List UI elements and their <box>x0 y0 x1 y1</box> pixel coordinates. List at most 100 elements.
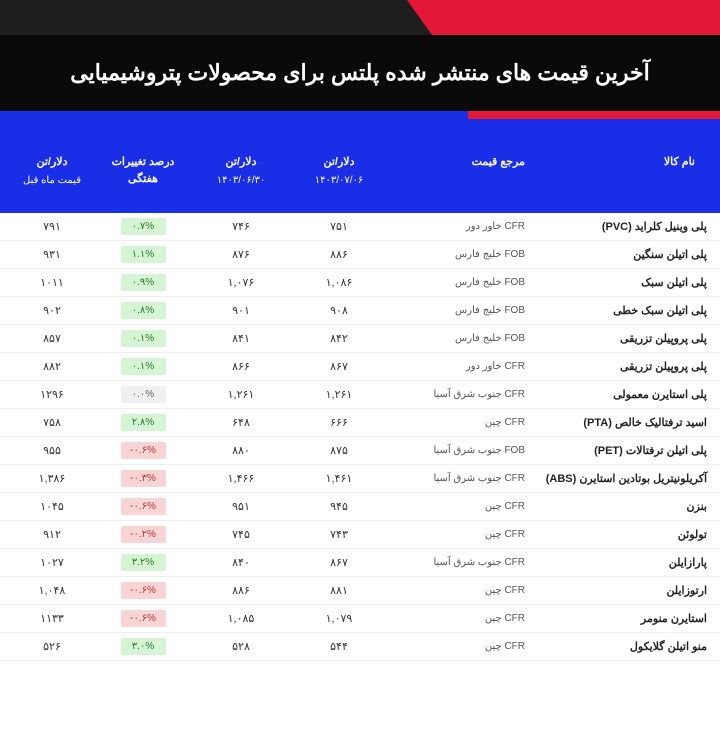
cell-price2: ۱,۰۷۶ <box>192 271 290 294</box>
cell-ref: CFR جنوب شرق آسیا <box>388 468 528 489</box>
cell-price1: ۱,۴۶۱ <box>290 467 388 490</box>
table-row: آکریلونیتریل بوتادین استایرن (ABS)CFR جن… <box>0 465 720 493</box>
table-row: منو اتیلن گلایکولCFR چین۵۴۴۵۲۸۳.۰%۵۲۶ <box>0 633 720 661</box>
cell-month: ۷۹۱ <box>10 215 94 238</box>
cell-ref: CFR جنوب شرق آسیا <box>388 552 528 573</box>
cell-price1: ۱,۲۶۱ <box>290 383 388 406</box>
table-row: اسید ترفتالیک خالص (PTA)CFR چین۶۶۶۶۴۸ ۲.۸… <box>0 409 720 437</box>
change-badge: -۰.۶% <box>121 582 166 599</box>
change-badge: ۲.۸% <box>121 414 166 431</box>
table-row: پلی وینیل کلراید (PVC)CFR خاور دور۷۵۱۷۴۶… <box>0 213 720 241</box>
cell-price1: ۶۶۶ <box>290 411 388 434</box>
cell-price2: ۵۲۸ <box>192 635 290 658</box>
cell-name: پلی وینیل کلراید (PVC) <box>528 215 710 238</box>
header-ref: مرجع قیمت <box>388 149 528 193</box>
cell-change: ۰.۸% <box>94 297 192 324</box>
cell-ref: CFR چین <box>388 412 528 433</box>
cell-price1: ۱,۰۸۶ <box>290 271 388 294</box>
cell-ref: CFR چین <box>388 608 528 629</box>
cell-price2: ۸۴۱ <box>192 327 290 350</box>
cell-ref: FOB جنوب شرق آسیا <box>388 440 528 461</box>
change-badge: ۰.۸% <box>121 302 166 319</box>
cell-price2: ۱,۲۶۱ <box>192 383 290 406</box>
cell-ref: CFR جنوب شرق آسیا <box>388 384 528 405</box>
cell-month: ۷۵۸ <box>10 411 94 434</box>
cell-price1: ۸۷۵ <box>290 439 388 462</box>
cell-name: منو اتیلن گلایکول <box>528 635 710 658</box>
cell-month: ۱,۳۸۶ <box>10 467 94 490</box>
change-badge: ۰.۹% <box>121 274 166 291</box>
change-badge: ۳.۰% <box>121 638 166 655</box>
cell-price1: ۹۰۸ <box>290 299 388 322</box>
header-month: دلار/تن قیمت ماه قبل <box>10 149 94 193</box>
cell-name: استایرن منومر <box>528 607 710 630</box>
change-badge: -۰.۳% <box>121 470 166 487</box>
cell-change: -۰.۶% <box>94 437 192 464</box>
header-price2: دلار/تن ۱۴۰۳/۰۶/۳۰ <box>192 149 290 193</box>
cell-name: پلی پروپیلن تزریقی <box>528 355 710 378</box>
cell-month: ۹۵۵ <box>10 439 94 462</box>
cell-price2: ۹۰۱ <box>192 299 290 322</box>
cell-change: ۲.۸% <box>94 409 192 436</box>
cell-ref: CFR چین <box>388 496 528 517</box>
cell-price2: ۱,۴۶۶ <box>192 467 290 490</box>
cell-month: ۸۸۲ <box>10 355 94 378</box>
cell-ref: FOB خلیج فارس <box>388 244 528 265</box>
cell-month: ۱,۰۴۸ <box>10 579 94 602</box>
cell-change: ۰.۹% <box>94 269 192 296</box>
cell-change: ۳.۰% <box>94 633 192 660</box>
change-badge: -۰.۶% <box>121 610 166 627</box>
cell-change: ۰.۰% <box>94 381 192 408</box>
cell-month: ۱۲۹۶ <box>10 383 94 406</box>
cell-change: ۱.۱% <box>94 241 192 268</box>
cell-change: ۰.۱% <box>94 325 192 352</box>
cell-price1: ۷۵۱ <box>290 215 388 238</box>
cell-price1: ۸۸۱ <box>290 579 388 602</box>
change-badge: ۰.۷% <box>121 218 166 235</box>
cell-price1: ۸۸۶ <box>290 243 388 266</box>
color-divider <box>0 111 720 119</box>
table-row: پلی اتیلن سبک خطیFOB خلیج فارس۹۰۸۹۰۱۰.۸%… <box>0 297 720 325</box>
cell-name: پلی اتیلن سنگین <box>528 243 710 266</box>
table-row: استایرن منومرCFR چین۱,۰۷۹۱,۰۸۵-۰.۶%۱۱۳۳ <box>0 605 720 633</box>
cell-price1: ۹۴۵ <box>290 495 388 518</box>
cell-name: پلی استایرن معمولی <box>528 383 710 406</box>
change-badge: ۰.۱% <box>121 330 166 347</box>
table-body: پلی وینیل کلراید (PVC)CFR خاور دور۷۵۱۷۴۶… <box>0 213 720 661</box>
cell-ref: FOB خلیج فارس <box>388 300 528 321</box>
cell-ref: CFR خاور دور <box>388 216 528 237</box>
cell-price1: ۸۶۷ <box>290 355 388 378</box>
table-row: پلی پروپیلن تزریقیCFR خاور دور۸۶۷۸۶۶۰.۱%… <box>0 353 720 381</box>
table-row: پلی پروپیلن تزریقیFOB خلیج فارس۸۴۲۸۴۱۰.۱… <box>0 325 720 353</box>
cell-change: ۰.۷% <box>94 213 192 240</box>
cell-name: بنزن <box>528 495 710 518</box>
cell-ref: FOB خلیج فارس <box>388 272 528 293</box>
table-row: تولوئنCFR چین۷۴۳۷۴۵-۰.۲%۹۱۲ <box>0 521 720 549</box>
cell-month: ۹۰۲ <box>10 299 94 322</box>
cell-name: اسید ترفتالیک خالص (PTA) <box>528 411 710 434</box>
cell-change: -۰.۶% <box>94 493 192 520</box>
cell-month: ۱۰۲۷ <box>10 551 94 574</box>
cell-change: -۰.۲% <box>94 521 192 548</box>
page-header: آخرین قیمت های منتشر شده پلتس برای محصول… <box>0 35 720 111</box>
cell-price2: ۷۴۶ <box>192 215 290 238</box>
cell-name: پلی پروپیلن تزریقی <box>528 327 710 350</box>
cell-price2: ۹۵۱ <box>192 495 290 518</box>
cell-name: پلی اتیلن سبک <box>528 271 710 294</box>
page-title: آخرین قیمت های منتشر شده پلتس برای محصول… <box>30 60 690 86</box>
cell-price2: ۷۴۵ <box>192 523 290 546</box>
table-row: پلی اتیلن ترفتالات (PET)FOB جنوب شرق آسی… <box>0 437 720 465</box>
header-name: نام کالا <box>528 149 710 193</box>
cell-month: ۱۱۳۳ <box>10 607 94 630</box>
table-row: پلی اتیلن سنگینFOB خلیج فارس۸۸۶۸۷۶۱.۱%۹۳… <box>0 241 720 269</box>
cell-price1: ۱,۰۷۹ <box>290 607 388 630</box>
cell-name: ارتوزایلن <box>528 579 710 602</box>
cell-month: ۹۱۲ <box>10 523 94 546</box>
cell-month: ۸۵۷ <box>10 327 94 350</box>
cell-price2: ۸۴۰ <box>192 551 290 574</box>
change-badge: -۰.۶% <box>121 498 166 515</box>
table-header: نام کالا مرجع قیمت دلار/تن ۱۴۰۳/۰۷/۰۶ دل… <box>0 119 720 213</box>
cell-month: ۱۰۱۱ <box>10 271 94 294</box>
cell-month: ۱۰۴۵ <box>10 495 94 518</box>
cell-price2: ۶۴۸ <box>192 411 290 434</box>
